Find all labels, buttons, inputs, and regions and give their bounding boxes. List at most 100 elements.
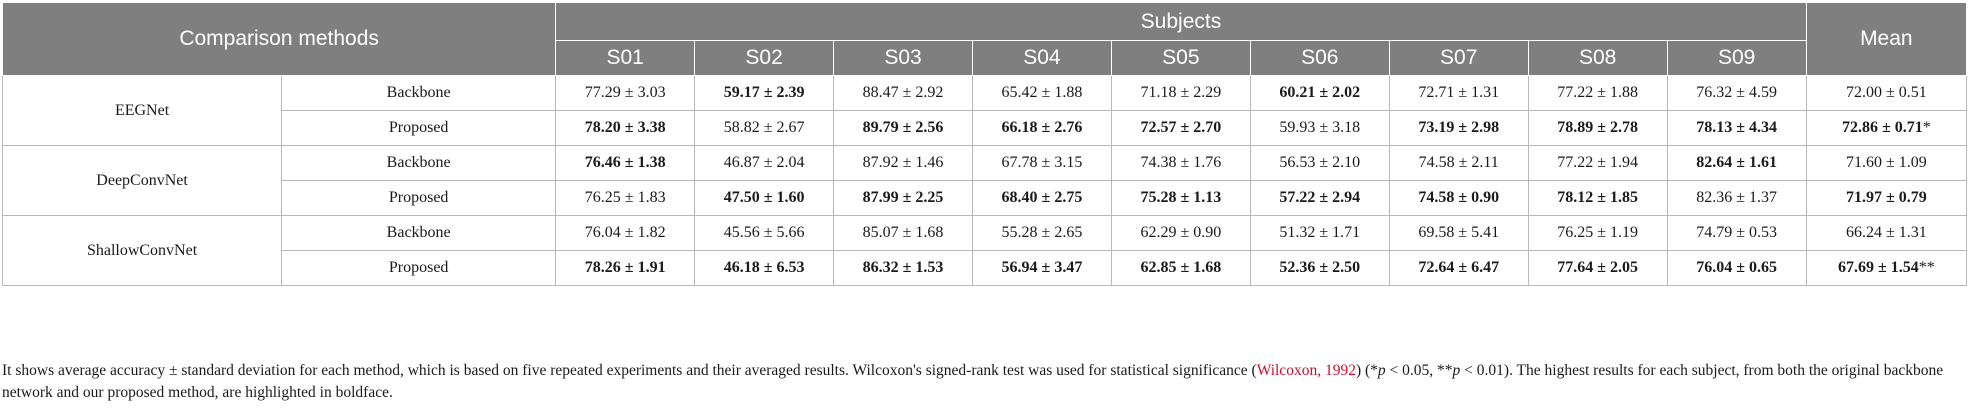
accuracy-cell: 58.82 ± 2.67: [694, 110, 835, 146]
accuracy-value: 76.46 ± 1.38: [584, 154, 666, 171]
variant-label: Proposed: [281, 250, 557, 286]
accuracy-cell: 76.25 ± 1.19: [1527, 215, 1668, 251]
accuracy-value: 62.29 ± 0.90: [1140, 224, 1222, 241]
mean-cell: 66.24 ± 1.31: [1805, 215, 1968, 251]
subject-header-s09: S09: [1666, 40, 1807, 76]
comparison-methods-header: Comparison methods: [1, 2, 557, 76]
accuracy-cell: 87.99 ± 2.25: [833, 180, 973, 216]
accuracy-cell: 77.22 ± 1.88: [1527, 75, 1668, 111]
table-row: Proposed 78.26 ± 1.91 46.18 ± 6.53 86.32 ± …: [3, 250, 1968, 286]
accuracy-value: 77.64 ± 2.05: [1557, 259, 1639, 276]
header-row-subjects: S01 S02 S03 S04 S05 S06 S07 S08 S09: [3, 40, 1967, 76]
table-row: Proposed 76.25 ± 1.83 47.50 ± 1.60 87.99 ± …: [3, 180, 1968, 216]
accuracy-value: 56.53 ± 2.10: [1279, 154, 1361, 171]
wilcoxon-reference-link[interactable]: Wilcoxon, 1992: [1256, 362, 1356, 379]
variant-label: Backbone: [281, 145, 557, 181]
accuracy-cell: 66.18 ± 2.76: [971, 110, 1112, 146]
accuracy-cell: 72.57 ± 2.70: [1110, 110, 1251, 146]
accuracy-value: 78.12 ± 1.85: [1557, 189, 1639, 206]
method-name: ShallowConvNet: [1, 215, 283, 286]
accuracy-value: 72.57 ± 2.70: [1140, 119, 1222, 136]
accuracy-cell: 78.20 ± 3.38: [555, 110, 696, 146]
accuracy-value: 59.93 ± 3.18: [1279, 119, 1361, 136]
accuracy-cell: 74.58 ± 0.90: [1388, 180, 1529, 216]
accuracy-cell: 73.19 ± 2.98: [1388, 110, 1529, 146]
accuracy-cell: 86.32 ± 1.53: [833, 250, 973, 286]
accuracy-cell: 60.21 ± 2.02: [1249, 75, 1390, 111]
table-footnote: It shows average accuracy ± standard dev…: [2, 362, 1944, 401]
accuracy-value: 45.56 ± 5.66: [723, 224, 805, 241]
subject-header-s08: S08: [1527, 40, 1668, 76]
mean-cell: 71.60 ± 1.09: [1805, 145, 1968, 181]
header-row-top: Comparison methods Subjects Mean: [1, 2, 1968, 76]
subject-header-s04: S04: [971, 40, 1112, 76]
accuracy-value: 68.40 ± 2.75: [1001, 189, 1083, 206]
subjects-header: Subjects: [555, 2, 1807, 41]
accuracy-value: 78.26 ± 1.91: [584, 259, 666, 276]
accuracy-cell: 76.25 ± 1.83: [555, 180, 696, 216]
footnote-significance: (*p < 0.05, **p < 0.01): [1361, 362, 1510, 379]
subject-header-s06: S06: [1249, 40, 1390, 76]
results-table: Comparison methods Subjects Mean S01 S02 S…: [1, 2, 1968, 286]
accuracy-cell: 74.38 ± 1.76: [1110, 145, 1251, 181]
accuracy-value: 65.42 ± 1.88: [1001, 84, 1083, 101]
accuracy-value: 89.79 ± 2.56: [862, 119, 944, 136]
accuracy-value: 85.07 ± 1.68: [862, 224, 944, 241]
accuracy-value: 71.60 ± 1.09: [1845, 154, 1927, 171]
accuracy-value: 82.36 ± 1.37: [1696, 189, 1778, 206]
accuracy-cell: 65.42 ± 1.88: [971, 75, 1112, 111]
accuracy-value: 88.47 ± 2.92: [862, 84, 944, 101]
accuracy-cell: 85.07 ± 1.68: [833, 215, 973, 251]
accuracy-value: 59.17 ± 2.39: [723, 84, 805, 101]
significance-marker: **: [1918, 259, 1935, 276]
accuracy-value: 74.79 ± 0.53: [1696, 224, 1778, 241]
accuracy-value: 66.24 ± 1.31: [1845, 224, 1927, 241]
table-row: DeepConvNet Backbone 76.46 ± 1.38 46.87 ± 2…: [1, 145, 1968, 216]
accuracy-cell: 45.56 ± 5.66: [694, 215, 835, 251]
accuracy-value: 71.18 ± 2.29: [1140, 84, 1222, 101]
accuracy-cell: 77.22 ± 1.94: [1527, 145, 1668, 181]
accuracy-cell: 77.29 ± 3.03: [555, 75, 696, 111]
accuracy-cell: 72.64 ± 6.47: [1388, 250, 1529, 286]
accuracy-cell: 47.50 ± 1.60: [694, 180, 835, 216]
accuracy-value: 78.13 ± 4.34: [1696, 119, 1778, 136]
accuracy-cell: 88.47 ± 2.92: [833, 75, 973, 111]
mean-header: Mean: [1805, 2, 1968, 76]
results-table-body: EEGNet Backbone 77.29 ± 3.03 59.17 ± 2.39 88…: [1, 75, 1968, 286]
accuracy-cell: 56.53 ± 2.10: [1249, 145, 1390, 181]
accuracy-value: 76.04 ± 1.82: [584, 224, 666, 241]
subject-header-s03: S03: [833, 40, 973, 76]
accuracy-cell: 82.64 ± 1.61: [1666, 145, 1807, 181]
accuracy-cell: 62.85 ± 1.68: [1110, 250, 1251, 286]
accuracy-value: 77.22 ± 1.94: [1557, 154, 1639, 171]
accuracy-cell: 76.04 ± 0.65: [1666, 250, 1807, 286]
accuracy-value: 76.25 ± 1.19: [1557, 224, 1639, 241]
method-name: DeepConvNet: [1, 145, 283, 216]
accuracy-value: 62.85 ± 1.68: [1140, 259, 1222, 276]
accuracy-cell: 59.93 ± 3.18: [1249, 110, 1390, 146]
variant-label: Proposed: [281, 110, 557, 146]
accuracy-value: 69.58 ± 5.41: [1418, 224, 1500, 241]
accuracy-cell: 59.17 ± 2.39: [694, 75, 835, 111]
accuracy-value: 87.99 ± 2.25: [862, 189, 944, 206]
accuracy-cell: 67.78 ± 3.15: [971, 145, 1112, 181]
accuracy-value: 47.50 ± 1.60: [723, 189, 805, 206]
subject-header-s01: S01: [555, 40, 696, 76]
table-row: ShallowConvNet Backbone 76.04 ± 1.82 45.56 …: [1, 215, 1968, 286]
accuracy-cell: 46.18 ± 6.53: [694, 250, 835, 286]
accuracy-cell: 82.36 ± 1.37: [1666, 180, 1807, 216]
accuracy-cell: 87.92 ± 1.46: [833, 145, 973, 181]
accuracy-value: 73.19 ± 2.98: [1418, 119, 1500, 136]
accuracy-cell: 76.46 ± 1.38: [555, 145, 696, 181]
accuracy-cell: 78.12 ± 1.85: [1527, 180, 1668, 216]
accuracy-value: 60.21 ± 2.02: [1279, 84, 1361, 101]
accuracy-value: 87.92 ± 1.46: [862, 154, 944, 171]
accuracy-cell: 76.32 ± 4.59: [1666, 75, 1807, 111]
accuracy-value: 74.58 ± 0.90: [1418, 189, 1500, 206]
accuracy-value: 67.78 ± 3.15: [1001, 154, 1083, 171]
accuracy-value: 78.20 ± 3.38: [584, 119, 666, 136]
accuracy-cell: 56.94 ± 3.47: [971, 250, 1112, 286]
accuracy-cell: 75.28 ± 1.13: [1110, 180, 1251, 216]
accuracy-value: 72.00 ± 0.51: [1845, 84, 1927, 101]
accuracy-value: 46.87 ± 2.04: [723, 154, 805, 171]
